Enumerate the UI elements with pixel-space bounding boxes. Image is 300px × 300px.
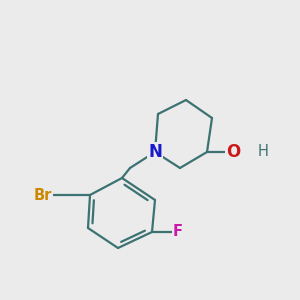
Text: H: H: [258, 145, 269, 160]
Text: N: N: [148, 143, 162, 161]
Text: O: O: [226, 143, 240, 161]
Text: F: F: [173, 224, 183, 239]
Text: Br: Br: [34, 188, 52, 202]
